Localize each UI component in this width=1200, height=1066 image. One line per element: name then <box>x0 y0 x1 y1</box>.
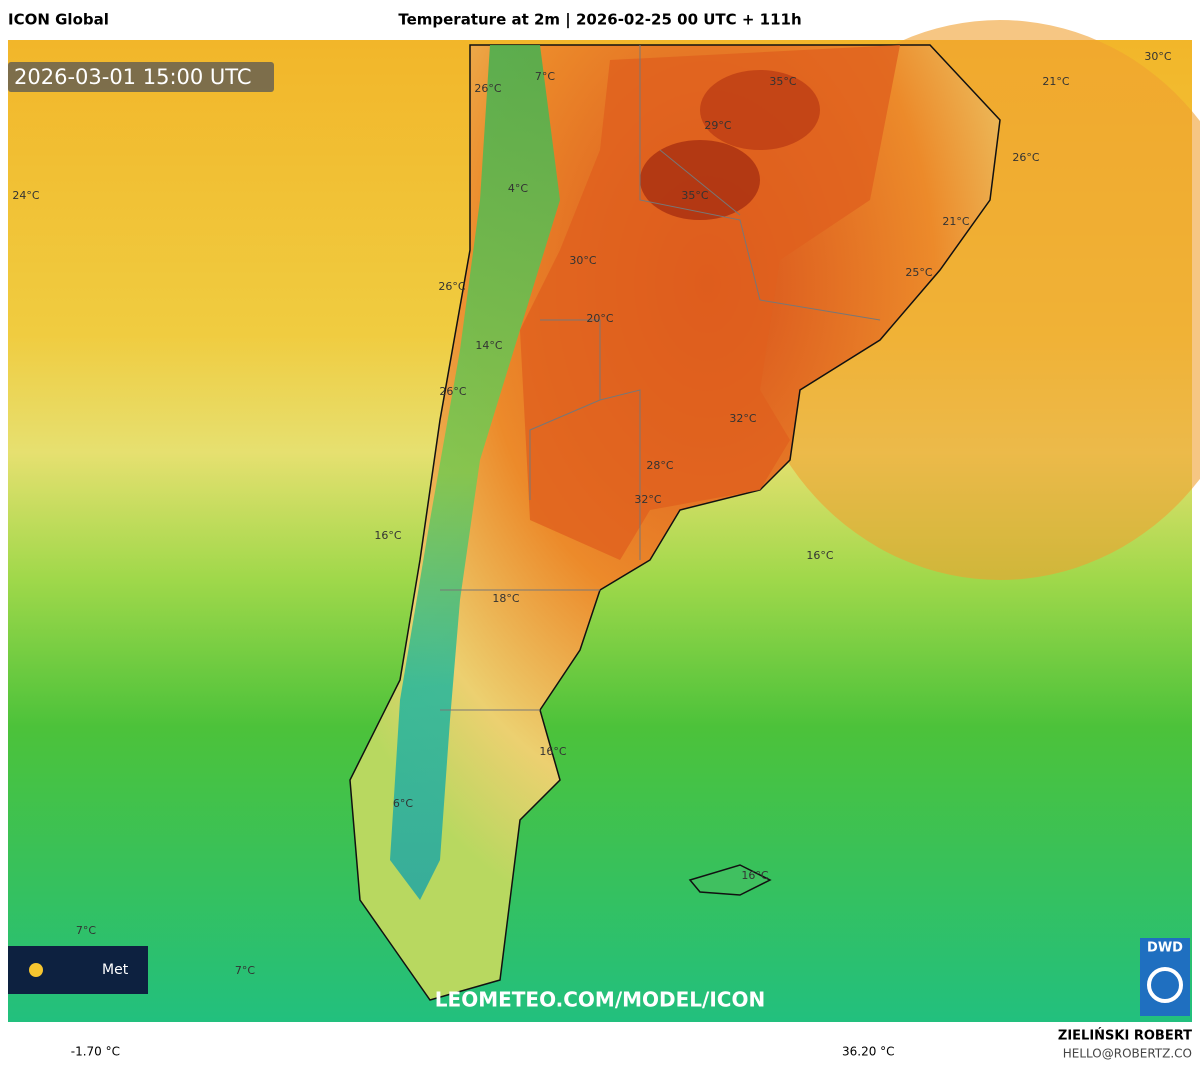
temperature-label: 29°C <box>704 119 731 132</box>
temperature-label: 35°C <box>681 189 708 202</box>
temperature-label: 28°C <box>646 459 673 472</box>
temperature-label: 20°C <box>586 312 613 325</box>
temperature-label: 6°C <box>393 797 413 810</box>
temperature-label: 7°C <box>235 964 255 977</box>
temperature-label: 32°C <box>729 412 756 425</box>
temperature-label: 14°C <box>475 339 502 352</box>
logo-swirl <box>1147 967 1183 1003</box>
colorbar-max: 36.20 °C <box>842 1045 895 1059</box>
temperature-label: 24°C <box>12 189 39 202</box>
temperature-label: 16°C <box>741 869 768 882</box>
temperature-label: 32°C <box>634 493 661 506</box>
temperature-label: 26°C <box>438 280 465 293</box>
hot-core <box>640 140 760 220</box>
temperature-label: 21°C <box>942 215 969 228</box>
temperature-label: 16°C <box>539 745 566 758</box>
andes <box>390 45 560 900</box>
borders <box>440 45 881 711</box>
map-title: Temperature at 2m | 2026-02-25 00 UTC + … <box>398 11 801 30</box>
temperature-label: 7°C <box>535 70 555 83</box>
sun-icon <box>29 963 43 977</box>
temperature-label: 7°C <box>76 924 96 937</box>
temperature-label: 18°C <box>492 592 519 605</box>
valid-time: 2026-03-01 15:00 UTC <box>14 65 252 89</box>
left-logo-text: Met <box>102 962 129 978</box>
temperature-label: 25°C <box>905 266 932 279</box>
author: ZIELIŃSKI ROBERT <box>1058 1028 1192 1044</box>
temperature-label: 26°C <box>439 385 466 398</box>
temperature-label: 21°C <box>1042 75 1069 88</box>
email: HELLO@ROBERTZ.CO <box>1063 1047 1192 1061</box>
temperature-label: 26°C <box>474 82 501 95</box>
falklands <box>688 864 772 896</box>
watermark: LEOMETEO.COM/MODEL/ICON <box>435 988 765 1012</box>
hot-region <box>520 45 900 560</box>
colorbar-min: -1.70 °C <box>71 1045 120 1059</box>
time-box <box>8 62 274 92</box>
temperature-label: 16°C <box>806 549 833 562</box>
map <box>8 20 1200 1022</box>
temperature-label: 30°C <box>1144 50 1171 63</box>
temperature-label: 35°C <box>769 75 796 88</box>
temperature-label: 26°C <box>1012 151 1039 164</box>
temperature-label: 4°C <box>508 182 528 195</box>
temperature-label: 30°C <box>569 254 596 267</box>
model-name: ICON Global <box>8 11 109 29</box>
right-logo-text: DWD <box>1147 941 1183 956</box>
temperature-label: 16°C <box>374 529 401 542</box>
hot-core <box>700 70 820 150</box>
